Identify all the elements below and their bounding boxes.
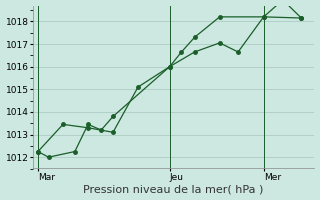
X-axis label: Pression niveau de la mer( hPa ): Pression niveau de la mer( hPa ) [84,184,264,194]
